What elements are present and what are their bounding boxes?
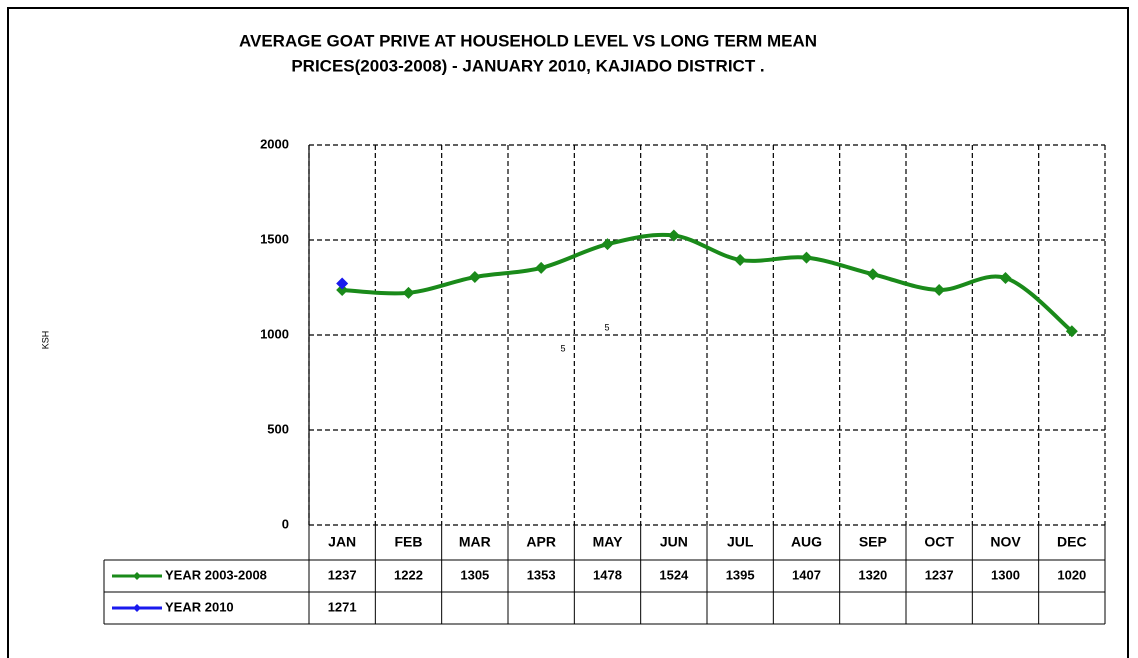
x-tick-label: AUG xyxy=(791,534,822,550)
x-tick-label: OCT xyxy=(924,534,954,550)
point-marker xyxy=(402,286,415,299)
x-tick-label: DEC xyxy=(1057,534,1087,550)
legend-label: YEAR 2010 xyxy=(165,599,234,614)
frame xyxy=(7,7,1129,658)
table-value: 1353 xyxy=(527,567,556,582)
table-value: 1407 xyxy=(792,567,821,582)
y-tick-label: 2000 xyxy=(260,136,289,151)
table-value: 1020 xyxy=(1057,567,1086,582)
table-value: 1237 xyxy=(925,567,954,582)
x-tick-label: JUL xyxy=(727,534,754,550)
table-value: 1524 xyxy=(659,567,689,582)
table-value: 1271 xyxy=(328,599,357,614)
table-value: 1237 xyxy=(328,567,357,582)
y-tick-label: 1500 xyxy=(260,231,289,246)
y-tick-label: 500 xyxy=(267,421,289,436)
chart-title: AVERAGE GOAT PRIVE AT HOUSEHOLD LEVEL VS… xyxy=(239,31,817,50)
x-tick-label: SEP xyxy=(859,534,887,550)
annotation: 5 xyxy=(604,322,609,332)
x-tick-label: NOV xyxy=(990,534,1021,550)
y-tick-label: 0 xyxy=(282,516,289,531)
legend-label: YEAR 2003-2008 xyxy=(165,567,267,582)
y-tick-label: 1000 xyxy=(260,326,289,341)
chart-title: PRICES(2003-2008) - JANUARY 2010, KAJIAD… xyxy=(291,56,764,75)
x-tick-label: JUN xyxy=(660,534,688,550)
table-value: 1305 xyxy=(460,567,489,582)
point-marker xyxy=(1065,325,1078,338)
x-tick-label: FEB xyxy=(395,534,423,550)
point-marker xyxy=(336,277,349,290)
legend-marker xyxy=(133,604,141,612)
point-marker xyxy=(667,229,680,242)
x-tick-label: APR xyxy=(526,534,556,550)
y-axis-label: KSH xyxy=(40,331,50,350)
table-value: 1478 xyxy=(593,567,622,582)
legend-marker xyxy=(133,572,141,580)
point-marker xyxy=(734,253,747,266)
table-value: 1300 xyxy=(991,567,1020,582)
point-marker xyxy=(999,272,1012,284)
point-marker xyxy=(866,268,879,281)
point-marker xyxy=(336,283,349,296)
point-marker xyxy=(601,238,614,251)
point-marker xyxy=(933,283,946,296)
table-value: 1222 xyxy=(394,567,423,582)
x-tick-label: MAY xyxy=(593,534,623,550)
point-marker xyxy=(468,271,481,284)
x-tick-label: JAN xyxy=(328,534,356,550)
annotation: 5 xyxy=(560,343,565,353)
x-tick-label: MAR xyxy=(459,534,491,550)
point-marker xyxy=(800,251,813,264)
table-value: 1395 xyxy=(726,567,755,582)
table-value: 1320 xyxy=(858,567,887,582)
point-marker xyxy=(535,261,548,274)
